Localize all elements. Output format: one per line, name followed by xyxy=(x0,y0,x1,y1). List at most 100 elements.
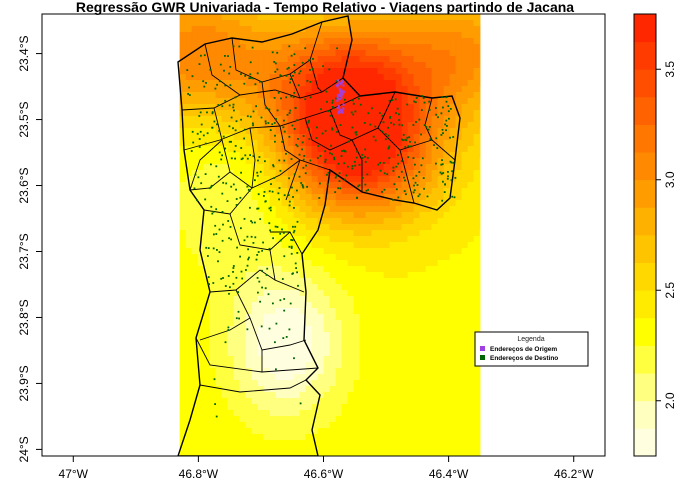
raster-cell xyxy=(437,266,445,273)
destination-point xyxy=(358,184,361,187)
raster-cell xyxy=(275,146,283,153)
raster-cell xyxy=(179,296,187,303)
raster-cell xyxy=(365,20,373,27)
raster-cell xyxy=(263,206,271,213)
raster-cell xyxy=(365,32,373,39)
raster-cell xyxy=(383,206,391,213)
raster-cell xyxy=(287,176,295,183)
raster-cell xyxy=(257,164,265,171)
raster-cell xyxy=(431,200,439,207)
raster-cell xyxy=(263,44,271,51)
raster-cell xyxy=(455,98,463,105)
raster-cell xyxy=(209,128,217,135)
destination-point xyxy=(224,99,227,102)
destination-point xyxy=(405,139,408,142)
raster-cell xyxy=(293,362,301,369)
raster-cell xyxy=(473,152,481,159)
destination-point xyxy=(199,111,202,114)
destination-point xyxy=(423,124,426,127)
raster-cell xyxy=(239,428,247,435)
raster-cell xyxy=(263,326,271,333)
raster-cell xyxy=(317,338,325,345)
destination-point xyxy=(246,328,249,331)
raster-cell xyxy=(299,230,307,237)
raster-cell xyxy=(431,326,439,333)
raster-cell xyxy=(197,368,205,375)
destination-point xyxy=(279,299,282,302)
destination-point xyxy=(258,280,261,283)
destination-point xyxy=(293,53,296,56)
raster-cell xyxy=(449,308,457,315)
raster-cell xyxy=(413,356,421,363)
raster-cell xyxy=(335,20,343,27)
raster-cell xyxy=(251,332,259,339)
raster-cell xyxy=(365,152,373,159)
raster-cell xyxy=(347,356,355,363)
raster-cell xyxy=(335,230,343,237)
raster-cell xyxy=(401,410,409,417)
raster-cell xyxy=(473,50,481,57)
raster-cell xyxy=(227,32,235,39)
destination-point xyxy=(291,239,294,242)
raster-cell xyxy=(425,422,433,429)
raster-cell xyxy=(395,374,403,381)
destination-point xyxy=(421,157,424,160)
raster-cell xyxy=(413,230,421,237)
raster-cell xyxy=(473,368,481,375)
raster-cell xyxy=(371,248,379,255)
raster-cell xyxy=(461,362,469,369)
destination-point xyxy=(232,265,235,267)
destination-point xyxy=(288,245,291,248)
raster-cell xyxy=(473,278,481,285)
destination-point xyxy=(363,122,366,124)
raster-cell xyxy=(347,362,355,369)
raster-cell xyxy=(377,404,385,411)
raster-cell xyxy=(275,380,283,387)
raster-cell xyxy=(215,206,223,213)
raster-cell xyxy=(359,104,367,111)
raster-cell xyxy=(179,404,187,411)
raster-cell xyxy=(311,296,319,303)
raster-cell xyxy=(359,206,367,213)
raster-cell xyxy=(359,62,367,69)
raster-cell xyxy=(347,434,355,441)
raster-cell xyxy=(203,38,211,45)
raster-cell xyxy=(407,266,415,273)
x-axis: 47°W 46.8°W 46.6°W 46.4°W 46.2°W xyxy=(59,456,594,481)
destination-point xyxy=(219,63,222,66)
raster-cell xyxy=(203,326,211,333)
raster-cell xyxy=(251,44,259,51)
raster-cell xyxy=(293,212,301,219)
raster-cell xyxy=(263,176,271,183)
raster-cell xyxy=(269,410,277,417)
raster-cell xyxy=(401,80,409,87)
destination-point xyxy=(354,131,357,134)
raster-cell xyxy=(407,380,415,387)
raster-cell xyxy=(251,446,259,453)
raster-cell xyxy=(437,344,445,351)
raster-cell xyxy=(239,434,247,441)
raster-cell xyxy=(461,20,469,27)
raster-cell xyxy=(341,452,349,456)
raster-cell xyxy=(395,350,403,357)
raster-cell xyxy=(245,278,253,285)
destination-point xyxy=(207,276,210,278)
raster-cell xyxy=(323,62,331,69)
raster-cell xyxy=(425,104,433,111)
raster-cell xyxy=(227,38,235,45)
raster-cell xyxy=(275,164,283,171)
raster-cell xyxy=(455,80,463,87)
raster-cell xyxy=(293,164,301,171)
destination-point xyxy=(445,129,447,132)
raster-cell xyxy=(269,80,277,87)
raster-cell xyxy=(263,302,271,309)
raster-cell xyxy=(239,80,247,87)
raster-cell xyxy=(341,338,349,345)
raster-cell xyxy=(275,50,283,57)
raster-cell xyxy=(449,434,457,441)
raster-cell xyxy=(251,320,259,327)
raster-cell xyxy=(287,296,295,303)
raster-cell xyxy=(311,50,319,57)
raster-cell xyxy=(209,122,217,129)
destination-point xyxy=(290,54,293,57)
